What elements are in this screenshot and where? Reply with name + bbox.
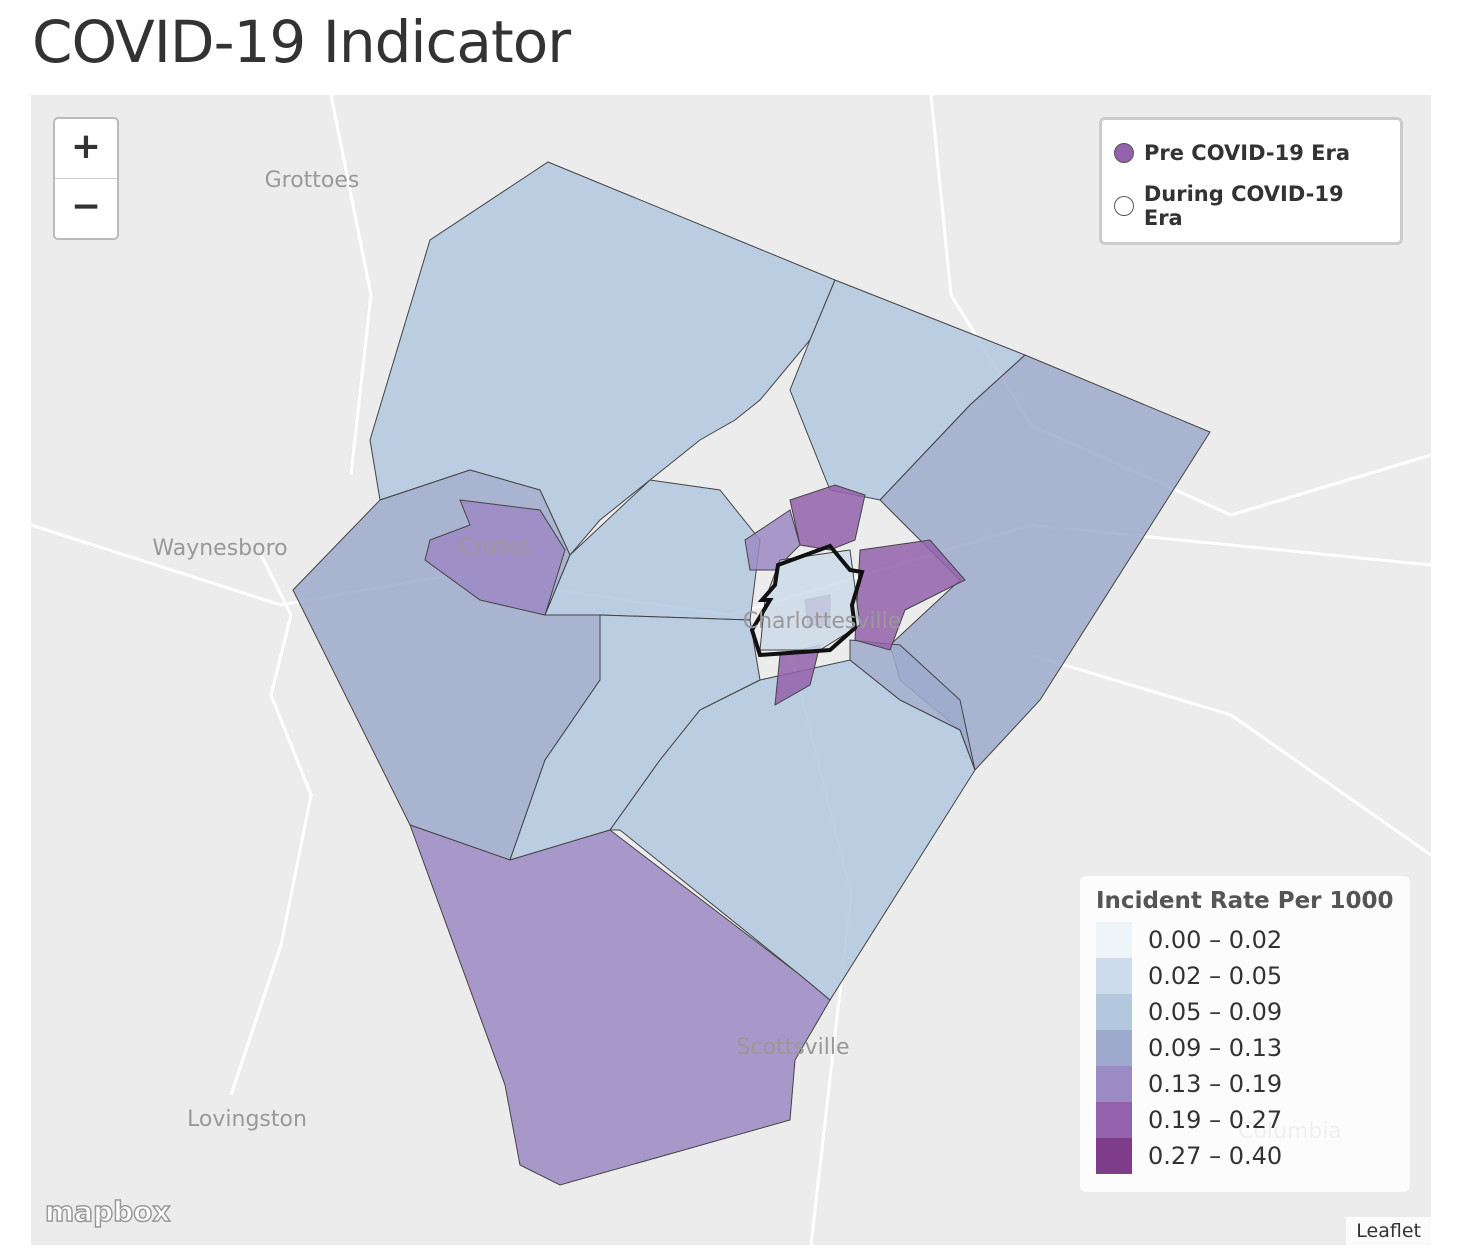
title: COVID-19 Indicator <box>32 8 571 76</box>
place-label: Charlottesville <box>743 609 902 634</box>
logo[interactable]: mapbox <box>44 1194 171 1229</box>
legend-label: 0.00 – 0.02 <box>1148 926 1283 954</box>
place-label: Lovingston <box>187 1107 307 1132</box>
legend-item: 0.13 – 0.19 <box>1096 1066 1394 1102</box>
zoom-in[interactable]: + <box>70 126 102 167</box>
attribution[interactable]: Leaflet <box>1346 1217 1431 1245</box>
zoom-control: + − <box>53 117 119 240</box>
layer-option[interactable]: During COVID-19 Era <box>1114 182 1388 230</box>
layer-label: Pre COVID-19 Era <box>1144 141 1351 165</box>
place-label: Scottsville <box>736 1035 849 1060</box>
legend-item: 0.09 – 0.13 <box>1096 1030 1394 1066</box>
legend-swatch <box>1096 1030 1132 1066</box>
legend-label: 0.19 – 0.27 <box>1148 1106 1283 1134</box>
legend-label: 0.09 – 0.13 <box>1148 1034 1283 1062</box>
radio[interactable] <box>1114 143 1134 163</box>
place-label: Crozet <box>459 535 530 560</box>
legend-item: 0.19 – 0.27 <box>1096 1102 1394 1138</box>
legend-item: 0.05 – 0.09 <box>1096 994 1394 1030</box>
legend-label: 0.13 – 0.19 <box>1148 1070 1283 1098</box>
legend-label: 0.02 – 0.05 <box>1148 962 1283 990</box>
tracts <box>292 161 1211 1186</box>
legend-swatch <box>1096 994 1132 1030</box>
place-label: Waynesboro <box>152 536 287 561</box>
map-canvas: Grottoes Waynesboro Crozet Charlottesville S… <box>31 95 1431 1245</box>
legend-swatch <box>1096 1066 1132 1102</box>
layer-option[interactable]: Pre COVID-19 Era <box>1114 140 1388 166</box>
legend-label: 0.05 – 0.09 <box>1148 998 1283 1026</box>
legend-swatch <box>1096 1138 1132 1174</box>
legend-swatch <box>1096 1102 1132 1138</box>
map[interactable]: Grottoes Waynesboro Crozet Charlottesville S… <box>31 95 1431 1245</box>
layer-label: During COVID-19 Era <box>1143 182 1344 230</box>
city-outline <box>749 543 865 658</box>
legend-item: 0.00 – 0.02 <box>1096 922 1394 958</box>
legend: Incident Rate Per 1000 0.00 – 0.02 0.02 –… <box>1080 876 1410 1192</box>
legend-item: 0.27 – 0.40 <box>1096 1138 1394 1174</box>
place-label: Grottoes <box>265 168 360 193</box>
legend-item: 0.02 – 0.05 <box>1096 958 1394 994</box>
layer-control: Pre COVID-19 Era During COVID-19 Era <box>1099 117 1403 245</box>
legend-title: Incident Rate Per 1000 <box>1096 888 1394 914</box>
legend-swatch <box>1096 958 1132 994</box>
legend-swatch <box>1096 922 1132 958</box>
legend-label: 0.27 – 0.40 <box>1148 1142 1283 1170</box>
radio[interactable] <box>1114 196 1134 216</box>
zoom-out[interactable]: − <box>55 178 117 238</box>
